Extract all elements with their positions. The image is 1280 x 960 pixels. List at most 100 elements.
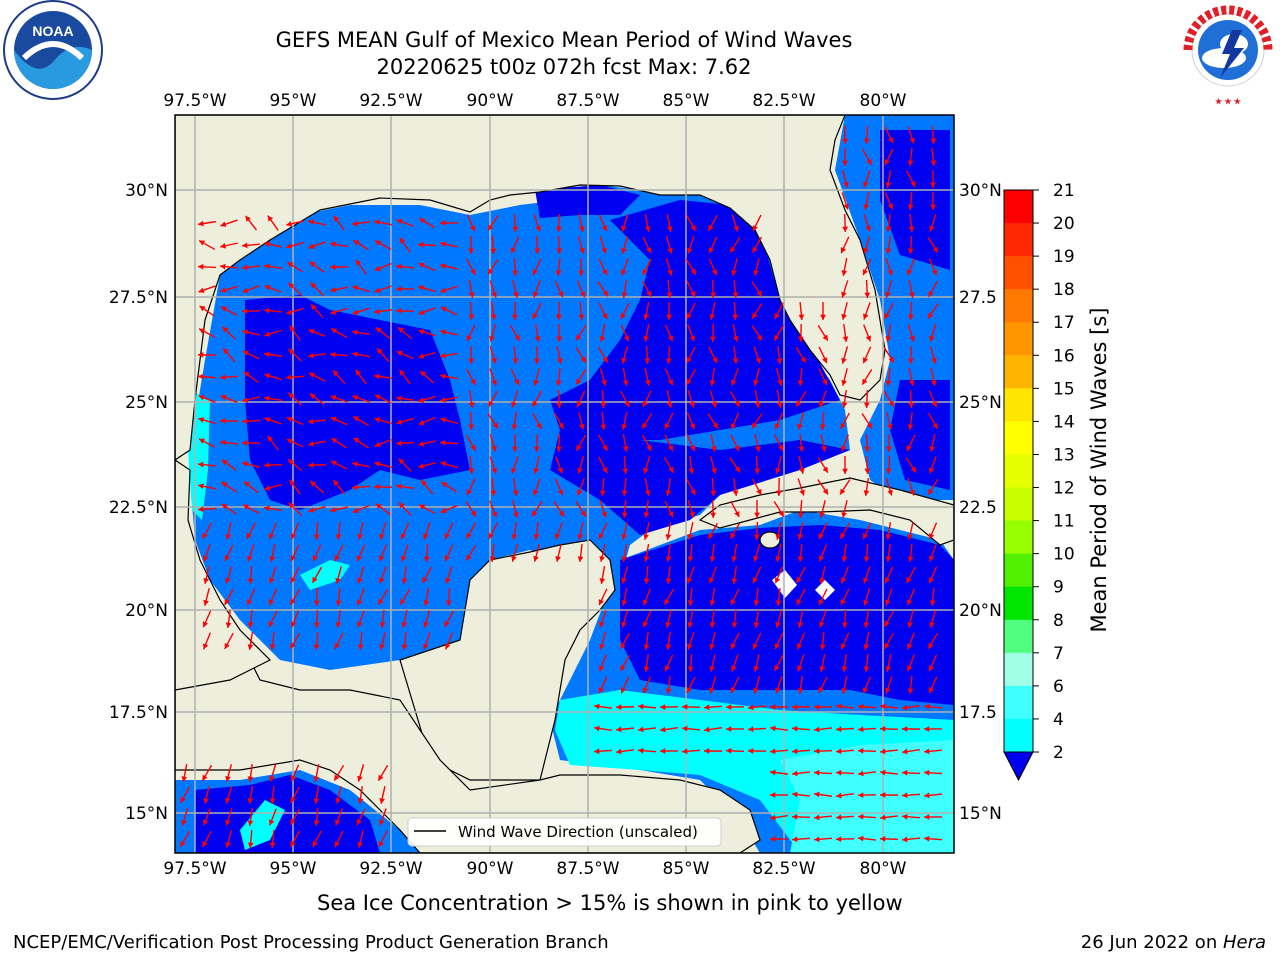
wave-direction-arrow — [687, 653, 694, 673]
wave-direction-arrow — [335, 587, 342, 607]
wave-direction-arrow — [687, 236, 695, 254]
wave-direction-arrow — [615, 726, 635, 733]
wave-direction-arrow — [575, 325, 587, 341]
colorbar-segment — [1004, 223, 1033, 257]
wave-direction-arrow — [335, 786, 342, 804]
wave-direction-arrow — [241, 440, 261, 446]
wave-direction-arrow — [593, 703, 613, 710]
wave-direction-arrow — [703, 726, 723, 733]
wave-direction-arrow — [753, 609, 760, 629]
wave-direction-arrow — [775, 456, 783, 474]
colorbar-tick-label: 19 — [1053, 247, 1075, 267]
wave-direction-arrow — [842, 213, 849, 233]
wave-direction-arrow — [686, 346, 696, 364]
wave-direction-arrow — [219, 374, 239, 381]
wave-direction-arrow — [418, 351, 436, 359]
wave-direction-arrow — [242, 285, 260, 294]
wave-direction-arrow — [202, 808, 211, 826]
wave-direction-arrow — [791, 836, 811, 843]
wave-direction-arrow — [352, 504, 370, 514]
wave-direction-arrow — [923, 703, 943, 710]
wave-direction-arrow — [753, 368, 760, 386]
wave-direction-arrow — [819, 610, 827, 628]
wave-direction-arrow — [930, 169, 936, 189]
wave-direction-arrow — [643, 653, 650, 673]
wave-direction-arrow — [886, 412, 893, 430]
wave-direction-arrow — [754, 455, 761, 475]
wave-direction-arrow — [268, 808, 277, 826]
wave-direction-arrow — [753, 587, 760, 607]
wave-direction-arrow — [330, 437, 348, 449]
wave-direction-arrow — [863, 192, 870, 210]
wave-direction-arrow — [659, 704, 679, 710]
wave-direction-arrow — [930, 125, 937, 145]
wave-direction-arrow — [269, 764, 277, 782]
wave-direction-arrow — [863, 543, 870, 563]
wave-direction-arrow — [901, 792, 921, 799]
wave-direction-arrow — [863, 610, 870, 628]
colorbar-label: Mean Period of Wind Waves [s] — [1087, 308, 1111, 633]
wave-direction-arrow — [378, 830, 388, 848]
wave-direction-arrow — [202, 610, 212, 628]
wave-direction-arrow — [929, 587, 936, 607]
wave-direction-arrow — [418, 416, 436, 426]
wave-direction-arrow — [487, 259, 499, 275]
colorbar-segment — [1004, 256, 1033, 290]
wave-direction-arrow — [621, 499, 628, 519]
wave-direction-arrow — [862, 148, 872, 166]
wave-direction-arrow — [512, 500, 519, 518]
wave-direction-arrow — [598, 302, 608, 320]
wave-direction-arrow — [268, 588, 278, 606]
wave-direction-arrow — [356, 588, 365, 606]
wave-direction-arrow — [598, 522, 608, 540]
wave-direction-arrow — [621, 279, 628, 299]
wave-direction-arrow — [664, 368, 674, 386]
wave-direction-arrow — [839, 479, 851, 495]
wave-direction-arrow — [725, 704, 745, 710]
wave-direction-arrow — [417, 241, 437, 248]
wave-direction-arrow — [220, 219, 238, 227]
wave-direction-arrow — [264, 241, 282, 248]
wave-direction-arrow — [357, 785, 364, 805]
wave-direction-arrow — [330, 416, 348, 426]
wave-direction-arrow — [621, 522, 628, 540]
wave-direction-arrow — [886, 433, 892, 453]
lat-tick-left: 15°N — [125, 804, 168, 824]
wave-direction-arrow — [224, 588, 234, 606]
wave-direction-arrow — [863, 214, 871, 232]
wave-direction-arrow — [203, 544, 211, 562]
wave-direction-arrow — [198, 417, 216, 425]
wave-direction-arrow — [906, 566, 916, 584]
colorbar-tick-label: 16 — [1053, 346, 1075, 366]
wave-direction-arrow — [401, 565, 408, 585]
wave-direction-arrow — [642, 610, 652, 628]
wave-direction-arrow — [263, 307, 283, 314]
wave-direction-arrow — [351, 484, 371, 491]
lon-tick-top: 82.5°W — [752, 91, 815, 111]
wave-direction-arrow — [555, 257, 562, 277]
wave-direction-arrow — [599, 368, 607, 386]
wave-direction-arrow — [769, 704, 789, 710]
wave-direction-arrow — [512, 280, 519, 298]
wave-direction-arrow — [754, 390, 761, 408]
wave-direction-arrow — [863, 566, 871, 584]
wave-direction-arrow — [664, 434, 674, 452]
wave-direction-arrow — [247, 565, 254, 585]
wave-direction-arrow — [842, 125, 848, 145]
wave-direction-arrow — [575, 434, 587, 452]
wave-direction-arrow — [731, 565, 738, 585]
wave-direction-arrow — [665, 631, 672, 651]
wave-direction-arrow — [263, 505, 283, 512]
wave-direction-arrow — [468, 280, 475, 298]
wave-direction-arrow — [644, 345, 651, 365]
wave-direction-arrow — [290, 610, 300, 628]
wave-direction-arrow — [775, 368, 783, 386]
colorbar-tick-label: 7 — [1053, 644, 1064, 664]
wave-direction-arrow — [796, 632, 806, 650]
wave-direction-arrow — [333, 215, 345, 231]
wave-direction-arrow — [861, 368, 873, 386]
wave-direction-arrow — [309, 480, 325, 494]
wave-direction-arrow — [842, 170, 849, 188]
wave-direction-arrow — [352, 395, 370, 403]
wave-direction-arrow — [242, 350, 260, 360]
